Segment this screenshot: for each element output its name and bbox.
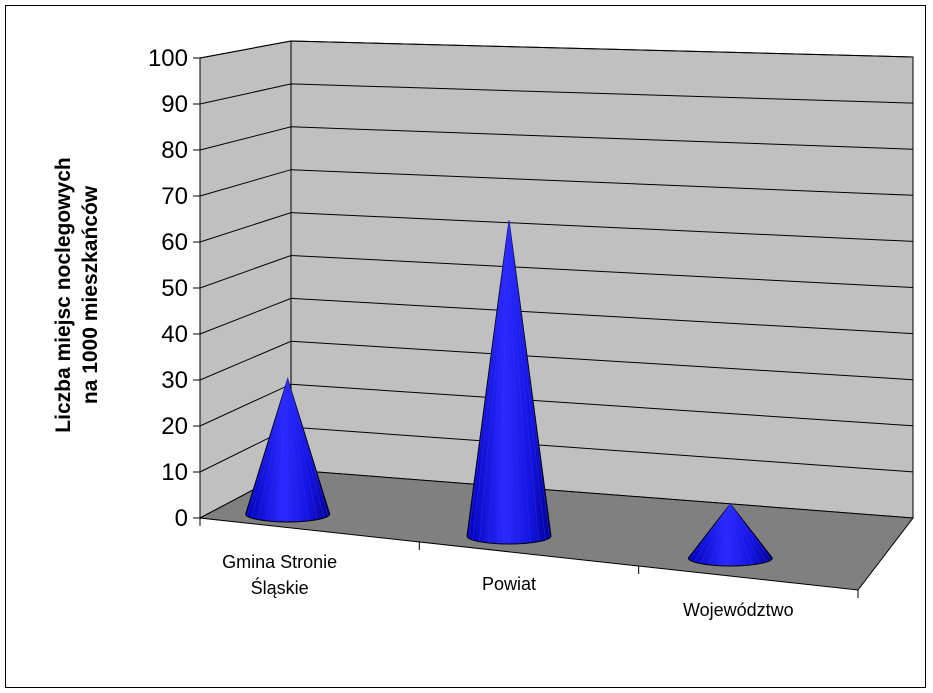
y-tick-label-50: 50 [161,275,188,302]
cone-facet-0-11 [287,378,329,517]
cone-facet-2-9 [729,503,761,564]
cone-facet-0-8 [287,378,310,521]
gridline-90 [199,83,914,105]
cone-facet-2-8 [729,503,752,566]
gridline-80 [199,126,914,151]
cone-facet-2-3 [700,503,731,564]
cone-facet-0-9 [287,378,318,520]
y-tick-label-60: 60 [161,229,188,256]
cone-facet-0-1 [246,378,289,517]
x-category-line-0-0: Gmina Stronie [222,552,337,572]
x-category-line-2-0: Województwo [683,600,794,620]
gridline-30 [199,340,914,381]
cone-facet-2-4 [708,503,731,566]
cone-facet-1-7 [508,220,521,544]
y-tick-label-40: 40 [161,321,188,348]
gridline-100 [199,40,914,59]
x-category-line-1-0: Powiat [482,574,536,594]
y-tick-label-80: 80 [161,137,188,164]
y-tick-label-30: 30 [161,367,188,394]
cone-facet-1-10 [508,220,546,541]
cone-facet-0-10 [287,378,325,519]
cone-facet-1-9 [508,220,540,542]
y-tick-label-0: 0 [175,505,188,532]
cone-facet-1-8 [508,220,531,543]
cone-facet-0-3 [257,378,289,520]
y-axis-label-line-0: Liczba miejsc noclegowych [52,157,75,432]
x-category-label-2: Województwo [683,600,794,620]
gridline-50 [199,254,914,289]
cone-facet-1-11 [508,220,550,539]
x-category-line-0-1: Śląskie [251,577,309,598]
y-tick-label-90: 90 [161,91,188,118]
cone-2 [687,503,773,567]
cone-facet-2-11 [730,503,772,561]
cone-1 [466,220,552,545]
gridline-60 [199,212,914,243]
cone-facet-1-4 [487,220,510,543]
cone-facet-1-3 [478,220,510,542]
cone-facet-2-2 [693,503,731,563]
back-wall [290,40,914,519]
gridline-70 [199,169,914,197]
cone-facet-2-10 [729,503,768,563]
cone-0 [245,377,331,523]
y-axis-label-line-1: na 1000 mieszkańców [79,185,102,404]
y-tick-label-100: 100 [148,45,188,72]
cone-facet-1-5 [497,220,510,544]
x-category-label-0: Gmina Stronie Śląskie [222,552,337,598]
cone-facet-0-5 [276,378,289,522]
y-tick-label-70: 70 [161,183,188,210]
cone-facet-2-1 [689,503,731,561]
y-axis-label: Liczba miejsc noclegowych na 1000 mieszka… [52,157,102,432]
cone-facet-1-1 [468,220,510,539]
cone-facet-0-2 [250,378,289,519]
cone-facet-0-4 [266,378,289,521]
cone-facet-0-7 [287,378,299,522]
cone-facet-2-5 [719,503,731,566]
gridline-20 [199,383,914,427]
gridline-40 [199,297,914,335]
cone-facet-2-7 [729,503,742,566]
y-tick-label-10: 10 [161,459,188,486]
x-category-label-1: Powiat [482,574,536,594]
cone-facet-1-2 [472,220,510,541]
y-tick-label-20: 20 [161,413,188,440]
